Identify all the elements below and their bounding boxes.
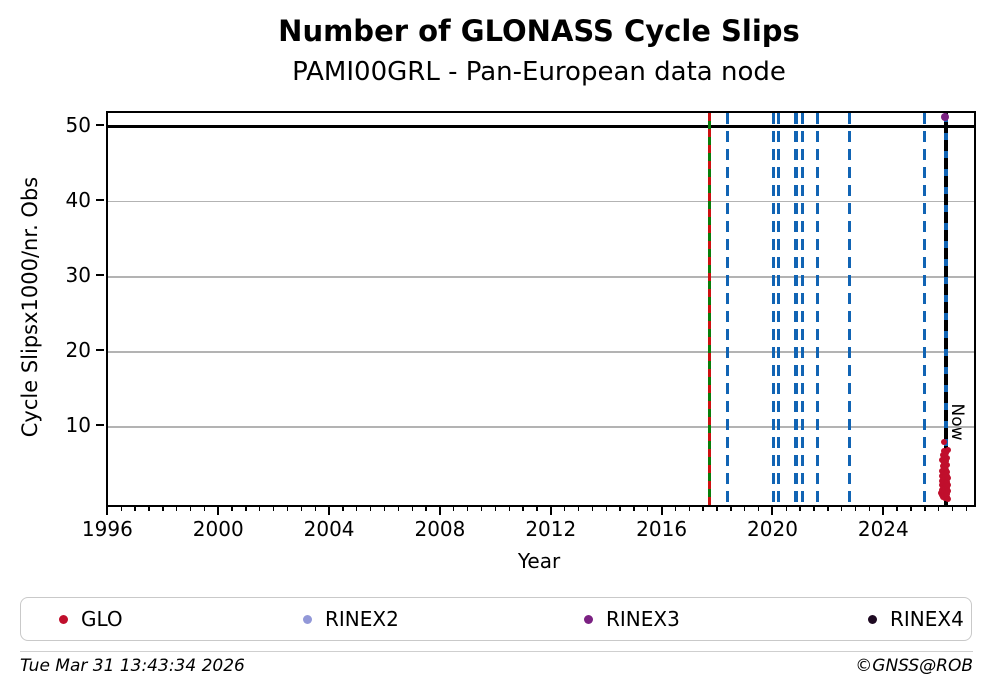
data-point-glo (940, 438, 947, 445)
data-point-glo (944, 474, 951, 481)
x-tick-label: 2000 (192, 517, 244, 541)
x-tick-label: 2020 (747, 517, 798, 541)
vline-blue-dashed-4 (800, 113, 805, 505)
vline-blue-dashed-1 (771, 113, 776, 505)
data-point-glo (944, 487, 951, 494)
chart-subtitle: PAMI00GRL - Pan-European data node (292, 57, 786, 87)
rinex4-marker-icon (868, 614, 877, 624)
legend-label-rinex2: RINEX2 (325, 607, 399, 631)
x-tick-label: 1996 (81, 517, 133, 541)
x-axis-label: Year (517, 549, 561, 573)
data-point-rinex3 (941, 113, 950, 121)
legend-item-rinex4: RINEX4 (868, 598, 964, 640)
glo-marker-icon (59, 614, 68, 624)
plot-area (106, 111, 976, 507)
x-tick-label: 2012 (525, 517, 577, 541)
legend-label-glo: GLO (81, 607, 123, 631)
y-major-tick (95, 348, 104, 351)
vline-blue-dashed-6 (847, 113, 852, 505)
copyright: ©GNSS@ROB (855, 656, 973, 676)
y-major-tick (95, 198, 104, 201)
data-point-glo (944, 454, 951, 461)
vline-blue-dashed-7 (922, 113, 927, 505)
y-major-tick (95, 123, 104, 126)
data-point-glo (943, 450, 949, 457)
legend-item-rinex2: RINEX2 (303, 598, 399, 640)
legend-label-rinex4: RINEX4 (890, 607, 964, 631)
rinex2-marker-icon (303, 614, 312, 624)
data-point-glo (944, 468, 951, 475)
gridline-y30 (108, 275, 974, 278)
x-tick-label: 2004 (303, 517, 355, 541)
vline-red-dashed (708, 113, 712, 505)
gridline-y40 (108, 200, 974, 203)
data-point-glo (944, 482, 951, 489)
y-major-tick (95, 273, 104, 276)
data-point-glo (944, 447, 951, 454)
x-tick-label: 2016 (636, 517, 688, 541)
vline-blue-dashed-5 (815, 113, 820, 505)
vline-blue-dashed-3 (794, 113, 798, 505)
gridline-y20 (108, 351, 974, 353)
legend-label-rinex3: RINEX3 (606, 607, 680, 631)
legend: GLO RINEX2 RINEX3 RINEX4 (20, 597, 972, 641)
hline-50 (108, 125, 974, 128)
vline-blue-dashed-2 (776, 113, 781, 505)
x-tick-label: 2024 (857, 517, 909, 541)
chart-title: Number of GLONASS Cycle Slips (278, 14, 800, 48)
timestamp: Tue Mar 31 13:43:34 2026 (20, 656, 245, 676)
footer-divider (20, 651, 973, 653)
vline-blue-dashed-0 (725, 113, 730, 505)
y-major-tick (95, 423, 104, 426)
data-point-glo (944, 495, 951, 502)
legend-item-rinex3: RINEX3 (584, 598, 680, 640)
y-tick-label: 50 (65, 112, 91, 137)
data-point-glo (943, 458, 950, 465)
legend-item-glo: GLO (59, 598, 123, 640)
gridline-y10 (108, 426, 974, 428)
data-point-glo (944, 491, 951, 498)
rinex3-marker-icon (584, 614, 593, 624)
x-tick-label: 2008 (414, 517, 466, 541)
data-point-glo (943, 462, 950, 469)
vline-now (944, 113, 948, 505)
